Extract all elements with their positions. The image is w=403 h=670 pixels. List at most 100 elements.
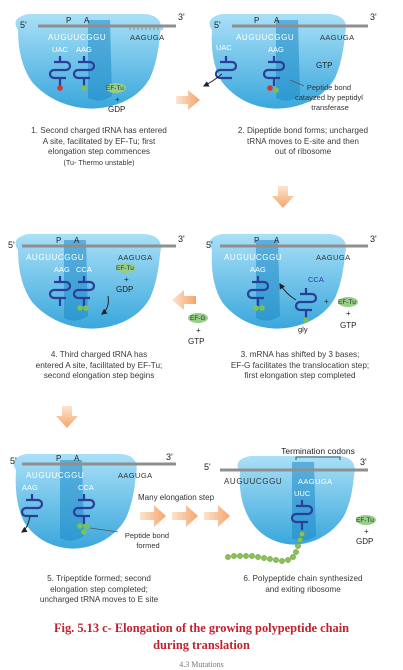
trna-p-site [290, 500, 314, 530]
p-site-label: P [56, 236, 61, 245]
ef-tu-icon [106, 83, 126, 93]
arrow-step-2-to-3 [272, 186, 294, 208]
five-prime-end: 5' [204, 462, 211, 472]
ef-tu-label: EF-Tu [338, 299, 356, 306]
five-prime-end: 5' [206, 240, 213, 250]
amino-acid [267, 85, 273, 91]
peptide-bond-pointer [289, 79, 305, 87]
many-steps-label: Many elongation step [138, 493, 215, 502]
ef-g-label: EF-G [190, 315, 206, 322]
trna-p-site [262, 56, 286, 86]
caption-step-3: 3. mRNA has shifted by 3 bases; EF-G fac… [230, 350, 370, 380]
mrna-tail-sequence: AAGUGA [298, 477, 333, 486]
gtp-label: GTP [340, 321, 356, 330]
five-prime-end: 5' [20, 20, 27, 30]
panel-1: 5' 3' P A AUGUUCGGU AAGUGA UAC AAG EF-Tu… [15, 12, 185, 114]
mrna-tail-sequence: AAGUGA [118, 253, 153, 262]
panel-5: 5' 3' P A AUGUUCGGU AAGUGA AAG CCA Pepti… [10, 452, 176, 550]
exit-arrow [21, 515, 31, 533]
ribosome-channel [276, 20, 300, 101]
peptide-bond-pointer [89, 527, 119, 533]
ribosome-channel [292, 462, 316, 541]
plus-sign: + [124, 275, 129, 284]
panel-4: 5' 3' P A AUGUUCGGU AAGUGA AAG CCA EF-Tu… [8, 234, 185, 329]
five-prime-end: 5' [214, 20, 221, 30]
ribosome-channel [64, 240, 88, 321]
trna-exiting [20, 494, 44, 518]
mrna-tail-sequence: AAGUGA [320, 33, 355, 42]
five-prime-end: 5' [8, 240, 15, 250]
ef-g-icon [188, 313, 208, 323]
trna-p-site [72, 494, 96, 524]
three-prime-end: 3' [370, 234, 377, 244]
plus-sign: + [115, 95, 120, 104]
anticodon-p: CCA [78, 483, 94, 492]
amino-acid-gly [303, 317, 309, 323]
arrow-step-1-to-2 [176, 90, 200, 110]
codon-sequence: AUGUUCGGU [26, 253, 84, 262]
ef-tu-label: EF-Tu [116, 265, 134, 272]
peptide-bond-note: Peptide bond formed [125, 531, 171, 550]
amino-acid [77, 523, 83, 529]
ef-tu-icon [356, 515, 376, 525]
mrna-ticks [129, 26, 163, 30]
anticodon-p: AAG [268, 45, 284, 54]
anticodon-p: AAG [250, 265, 266, 274]
amino-acid-a [81, 85, 87, 91]
plus-sign: + [196, 326, 201, 335]
arrow-many-steps-2 [172, 505, 198, 527]
amino-acid [253, 305, 259, 311]
trna-p-site [48, 276, 72, 306]
plus-sign: + [346, 309, 351, 318]
amino-acid [83, 305, 89, 311]
arrow-step-3-to-4 [172, 290, 196, 310]
gly-label: gly [298, 325, 308, 334]
ef-tu-icon [116, 263, 136, 273]
codon-sequence: AUGUUCGGU [236, 33, 294, 42]
ef-tu-icon [338, 297, 358, 307]
trna-p-site [246, 276, 270, 306]
ribosome-channel [88, 20, 112, 101]
gdp-label: GDP [108, 105, 125, 114]
trna-incoming [294, 288, 318, 318]
ribosome-channel [60, 460, 84, 541]
mrna-tail-sequence: AAGUGA [316, 253, 351, 262]
a-site-label: A [74, 454, 80, 463]
ribosome-channel [256, 240, 280, 321]
caption-step-4: 4. Third charged tRNA has entered A site… [35, 350, 163, 380]
trna-a-site [72, 56, 96, 86]
amino-acid [83, 523, 89, 529]
codon-sequence: AUGUUCGGU [224, 253, 282, 262]
plus-sign: + [364, 527, 369, 536]
anticodon-p: UUC [294, 489, 311, 498]
entry-arrow [279, 282, 297, 301]
mrna-tail-sequence: AAGUGA [130, 33, 165, 42]
a-site-label: A [84, 16, 90, 25]
amino-acid [273, 87, 279, 93]
plus-sign: + [324, 297, 329, 306]
incoming-anticodon: CCA [308, 275, 324, 284]
figure-caption: Fig. 5.13 c- Elongation of the growing p… [53, 621, 350, 652]
polypeptide-chain [225, 531, 305, 564]
p-site-label: P [56, 454, 61, 463]
caption-step-1: 1. Second charged tRNA has entered A sit… [31, 126, 167, 167]
a-site-label: A [74, 236, 80, 245]
section-heading-partial: 4.3 Mutations [179, 660, 224, 669]
termination-codons-label: Termination codons [281, 446, 355, 456]
a-site-label: A [274, 236, 280, 245]
p-site-label: P [66, 16, 71, 25]
anticodon-p: UAC [52, 45, 68, 54]
peptide-bond-note: Peptide bond catayzed by peptidyl transf… [295, 83, 365, 112]
gdp-label: GDP [356, 537, 373, 546]
ef-tu-label: EF-Tu [106, 85, 124, 92]
amino-acid [77, 305, 83, 311]
anticodon-exiting: UAC [216, 43, 232, 52]
ef-tu-label: EF-Tu [356, 517, 374, 524]
anticodon-a: CCA [76, 265, 92, 274]
mrna-tail-sequence: AAGUGA [118, 471, 153, 480]
p-site-label: P [254, 236, 259, 245]
trna-a-site [72, 276, 96, 306]
anticodon-a: AAG [76, 45, 92, 54]
panel-3: 5' 3' P A AUGUUCGGU AAGUGA AAG CCA gly +… [188, 234, 377, 346]
